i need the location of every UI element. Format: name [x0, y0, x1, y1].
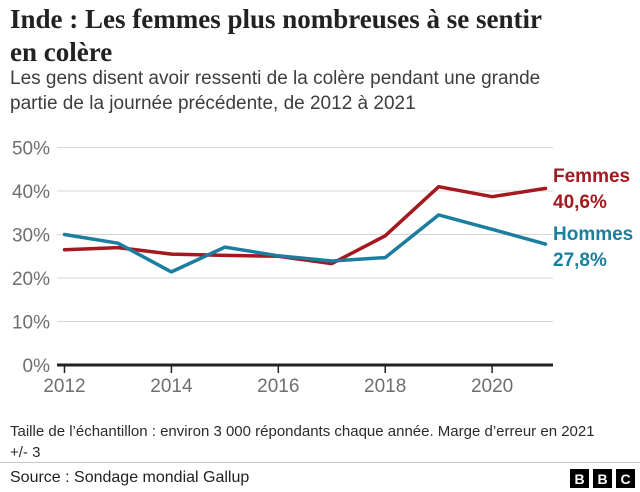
- y-tick-label: 10%: [12, 313, 50, 334]
- chart-canvas: 0% 10% 20% 30% 40% 50% 2012 2014 2016 2018 2020: [12, 139, 553, 397]
- x-tick-label: 2012: [43, 376, 85, 397]
- bbc-logo-letter: B: [570, 469, 589, 488]
- source-credit: Source : Sondage mondial Gallup: [10, 469, 250, 486]
- bbc-logo-letter: C: [616, 469, 635, 488]
- footer-divider: [0, 462, 640, 463]
- line-chart: 0% 10% 20% 30% 40% 50% 2012 2014 2016 2018 2020: [0, 128, 640, 400]
- bbc-logo: B B C: [570, 469, 635, 488]
- y-tick-label: 40%: [12, 182, 50, 203]
- y-tick-label: 20%: [12, 269, 50, 290]
- y-tick-label: 0%: [23, 356, 51, 377]
- x-tick-label: 2018: [364, 376, 406, 397]
- x-tick-label: 2014: [150, 376, 193, 397]
- sample-size-note: Taille de l’échantillon : environ 3 000 …: [10, 423, 595, 461]
- page-title: Inde : Les femmes plus nombreuses à se s…: [10, 4, 542, 67]
- series-label-hommes-value: 27,8%: [553, 250, 607, 272]
- series-line-hommes: [62, 213, 548, 274]
- x-tick-label: 2020: [471, 376, 513, 397]
- series-label-femmes: Femmes 40,6%: [553, 164, 640, 216]
- x-tick-label: 2016: [257, 376, 299, 397]
- series-label-femmes-name: Femmes: [553, 166, 631, 187]
- series-label-hommes-name: Hommes: [553, 224, 634, 245]
- bbc-logo-letter: B: [593, 469, 612, 488]
- chart-subtitle: Les gens disent avoir ressenti de la col…: [10, 68, 541, 115]
- series-label-femmes-value: 40,6%: [553, 192, 607, 214]
- y-tick-label: 30%: [12, 226, 50, 247]
- series-label-hommes: Hommes 27,8%: [553, 222, 640, 274]
- y-tick-label: 50%: [12, 139, 50, 160]
